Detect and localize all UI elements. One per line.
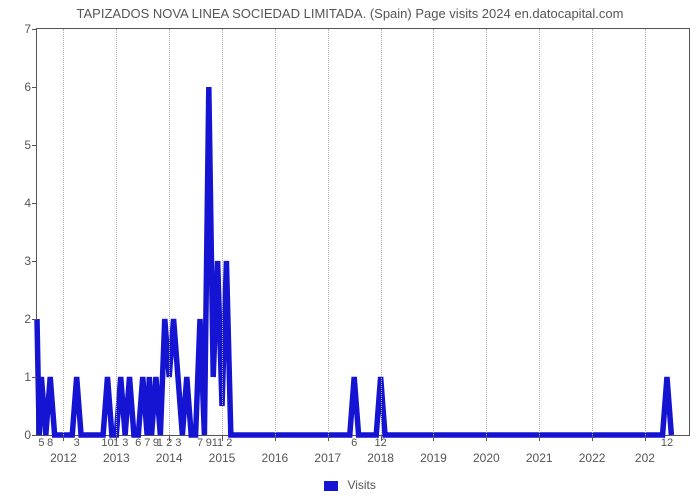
xtick-data-label: 5 [38, 437, 44, 449]
gridline-vertical [275, 29, 276, 435]
legend-label: Visits [347, 478, 375, 492]
ytick-mark [32, 29, 37, 30]
ytick-label: 0 [24, 428, 31, 442]
gridline-vertical [592, 29, 593, 435]
ytick-mark [32, 87, 37, 88]
xtick-data-label: 3 [74, 437, 80, 449]
ytick-mark [32, 377, 37, 378]
ytick-label: 7 [24, 22, 31, 36]
ytick-mark [32, 203, 37, 204]
xtick-year-mark [275, 435, 276, 441]
xtick-year-label: 2019 [420, 451, 447, 465]
gridline-vertical [116, 29, 117, 435]
xtick-year-mark [645, 435, 646, 441]
ytick-mark [32, 145, 37, 146]
ytick-label: 3 [24, 254, 31, 268]
xtick-year-mark [486, 435, 487, 441]
gridline-vertical [63, 29, 64, 435]
gridline-vertical [328, 29, 329, 435]
ytick-label: 5 [24, 138, 31, 152]
gridline-vertical [222, 29, 223, 435]
visits-line [37, 87, 671, 435]
xtick-data-label: 1 3 [113, 437, 128, 449]
gridline-vertical [645, 29, 646, 435]
ytick-label: 4 [24, 196, 31, 210]
xtick-year-label: 2020 [473, 451, 500, 465]
xtick-year-label: 2022 [579, 451, 606, 465]
legend-swatch [324, 481, 338, 491]
xtick-year-mark [539, 435, 540, 441]
ytick-mark [32, 319, 37, 320]
chart-container: TAPIZADOS NOVA LINEA SOCIEDAD LIMITADA. … [0, 0, 700, 500]
ytick-label: 1 [24, 370, 31, 384]
xtick-year-label: 2016 [262, 451, 289, 465]
xtick-year-mark [328, 435, 329, 441]
gridline-vertical [381, 29, 382, 435]
xtick-year-mark [592, 435, 593, 441]
chart-title: TAPIZADOS NOVA LINEA SOCIEDAD LIMITADA. … [0, 6, 700, 21]
gridline-vertical [433, 29, 434, 435]
ytick-mark [32, 261, 37, 262]
gridline-vertical [539, 29, 540, 435]
xtick-year-label: 2013 [103, 451, 130, 465]
xtick-data-label: 11 2 [212, 437, 233, 449]
xtick-year-label: 202 [635, 451, 655, 465]
xtick-data-label: 7 [197, 437, 203, 449]
xtick-year-label: 2012 [50, 451, 77, 465]
xtick-year-mark [63, 435, 64, 441]
gridline-vertical [169, 29, 170, 435]
legend: Visits [0, 478, 700, 492]
xtick-data-label: 8 [47, 437, 53, 449]
xtick-data-label: 10 [101, 437, 113, 449]
ytick-label: 2 [24, 312, 31, 326]
plot-area: 0123456720122013201420152016201720182019… [36, 28, 690, 436]
xtick-year-mark [433, 435, 434, 441]
ytick-label: 6 [24, 80, 31, 94]
xtick-data-label: 6 7 [135, 437, 150, 449]
xtick-year-label: 2015 [209, 451, 236, 465]
xtick-year-label: 2021 [526, 451, 553, 465]
xtick-year-label: 2014 [156, 451, 183, 465]
xtick-data-label: 1 2 3 [157, 437, 181, 449]
xtick-year-label: 2018 [367, 451, 394, 465]
xtick-data-label: 12 [374, 437, 386, 449]
xtick-data-label: 6 [351, 437, 357, 449]
xtick-data-label: 12 [661, 437, 673, 449]
xtick-year-label: 2017 [314, 451, 341, 465]
gridline-vertical [486, 29, 487, 435]
ytick-mark [32, 435, 37, 436]
